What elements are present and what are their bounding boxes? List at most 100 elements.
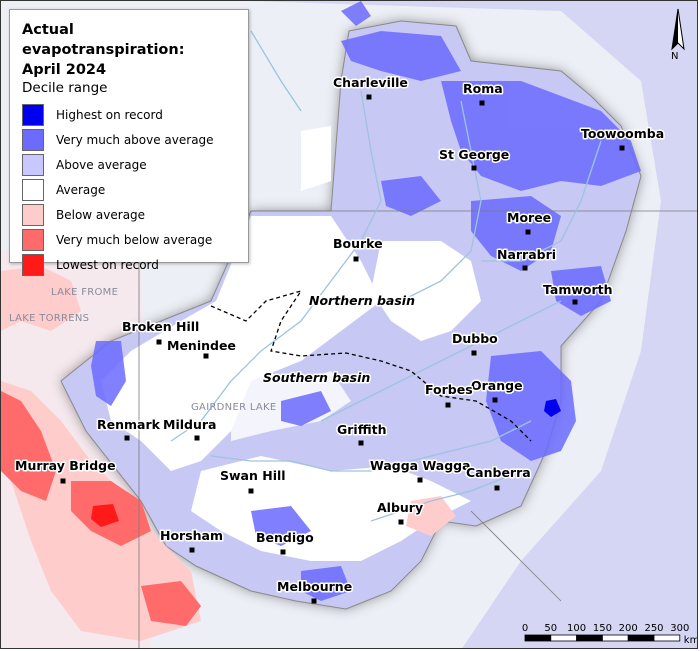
legend-subtitle: Decile range [22, 80, 108, 96]
town-label: Swan Hill [220, 468, 286, 483]
legend-label: Highest on record [56, 107, 163, 122]
scale-segment [550, 634, 577, 642]
town-label: Narrabri [497, 247, 556, 262]
town-marker [248, 488, 254, 494]
town-marker [471, 165, 477, 171]
town-marker [619, 145, 625, 151]
town-marker [494, 485, 500, 491]
legend-label: Below average [56, 207, 146, 222]
town-label: Moree [507, 210, 551, 225]
town-marker [156, 339, 162, 345]
legend-label: Lowest on record [56, 257, 159, 272]
average-region-central [371, 241, 481, 341]
town-label: Dubbo [452, 331, 498, 346]
scale-tick-label: 150 [593, 623, 612, 634]
town-label: Menindee [167, 338, 236, 353]
town-label: Wagga Wagga [370, 458, 471, 473]
legend-row: Lowest on record [22, 252, 238, 277]
legend-swatch [22, 153, 44, 176]
highest-on-record-region [544, 399, 561, 417]
scale-segment [653, 634, 681, 642]
north-arrow-icon [671, 8, 685, 51]
lake-label: GAIRDNER LAKE [191, 402, 277, 413]
scale-segment [524, 634, 552, 642]
basin-label: Northern basin [309, 293, 415, 308]
town-label: Charleville [333, 75, 408, 90]
basin-labels: Northern basin Southern basin [262, 292, 417, 387]
town-marker [492, 397, 498, 403]
town-marker [358, 440, 364, 446]
below-average-regions [1, 266, 456, 641]
town-marker [280, 549, 286, 555]
rivers [170, 30, 602, 522]
town-marker [522, 265, 528, 271]
scale-tick-label: 100 [567, 623, 586, 634]
legend-row: Highest on record [22, 102, 238, 127]
north-label: N [671, 51, 679, 62]
legend-label: Average [56, 182, 106, 197]
town-label: Tamworth [543, 282, 613, 297]
average-region-north [301, 126, 331, 191]
basin-label: Southern basin [263, 370, 370, 385]
scale-tick-label: 0 [522, 623, 528, 634]
town-label: Bourke [333, 236, 383, 251]
scale-segment [602, 634, 629, 642]
scale-tick-label: 300 [670, 623, 689, 634]
town-marker [60, 478, 66, 484]
legend-row: Very much below average [22, 227, 238, 252]
lake-labels: LAKE FROME LAKE TORRENS GAIRDNER LAKE [9, 287, 277, 413]
town-marker [124, 435, 130, 441]
town-marker [479, 100, 485, 106]
town-marker [398, 519, 404, 525]
legend-row: Below average [22, 202, 238, 227]
town-marker [311, 598, 317, 604]
town-label: Orange [471, 378, 523, 393]
town-label: Horsham [160, 528, 223, 543]
town-label: Forbes [425, 382, 473, 397]
town-label: Griffith [337, 422, 387, 437]
legend-items: Highest on record Very much above average… [22, 102, 238, 277]
scale-tick-label: 200 [619, 623, 638, 634]
state-borders [138, 210, 697, 648]
town-marker [366, 94, 372, 100]
scale-tick-label: 50 [544, 623, 557, 634]
outside-tint [251, 1, 697, 648]
very-much-above-regions [91, 1, 641, 601]
town-marker [353, 256, 359, 262]
lake-label: LAKE TORRENS [9, 313, 89, 324]
legend-label: Above average [56, 157, 147, 172]
legend: Actual evapotranspiration: April 2024 De… [9, 9, 249, 276]
legend-title: Actual evapotranspiration: April 2024 [22, 22, 185, 78]
scale-tick-label: 250 [644, 623, 663, 634]
town-label: Albury [377, 500, 423, 515]
legend-row: Very much above average [22, 127, 238, 152]
town-marker [203, 353, 209, 359]
scale-segment [627, 634, 655, 642]
legend-swatch [22, 228, 44, 251]
town-marker [525, 229, 531, 235]
basin-boundary [210, 289, 532, 442]
town-label: Mildura [163, 417, 216, 432]
town-label: Renmark [97, 417, 161, 432]
town-label: Canberra [466, 465, 531, 480]
town-marker [189, 547, 195, 553]
town-marker [471, 350, 477, 356]
legend-swatch [22, 253, 44, 276]
town-label: St George [439, 147, 509, 162]
lake-label: LAKE FROME [51, 287, 118, 298]
town-label: Bendigo [256, 530, 314, 545]
town-markers: Charleville Roma Toowoomba St George Moree Na… [14, 74, 666, 604]
average-region-west [101, 216, 381, 471]
town-label: Toowoomba [581, 126, 664, 141]
legend-label: Very much below average [56, 232, 213, 247]
town-marker [572, 299, 578, 305]
town-marker [417, 477, 423, 483]
scale-segment [576, 634, 603, 642]
scale-unit-label: km [684, 635, 698, 646]
town-label: Roma [463, 81, 503, 96]
town-label: Broken Hill [122, 319, 199, 334]
legend-row: Above average [22, 152, 238, 177]
